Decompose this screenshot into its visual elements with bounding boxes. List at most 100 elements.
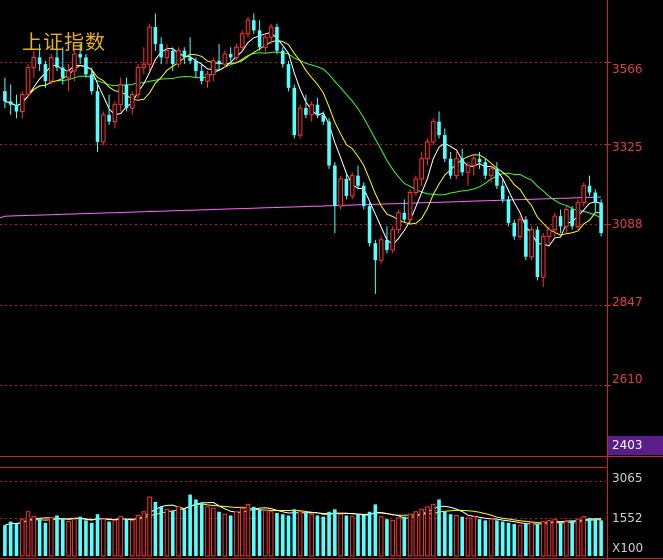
candle-body xyxy=(512,222,517,237)
volume-bar xyxy=(529,522,534,557)
candle xyxy=(321,111,326,125)
candle-body xyxy=(517,219,523,237)
candle-body xyxy=(48,56,54,82)
candle xyxy=(517,216,523,240)
volume-bar xyxy=(228,515,233,556)
candle-body xyxy=(164,50,170,58)
candle-body xyxy=(471,158,477,167)
candle-body xyxy=(176,50,181,65)
candle xyxy=(443,128,447,163)
candle xyxy=(430,118,436,146)
candle xyxy=(581,182,587,207)
volume-bar xyxy=(552,518,558,557)
candle-body xyxy=(182,50,187,58)
ma20-line xyxy=(4,51,602,219)
candle-body xyxy=(66,70,71,79)
candle-body xyxy=(327,121,331,166)
volume-bar xyxy=(321,516,326,556)
candle xyxy=(14,94,19,119)
moving-average-lines xyxy=(0,31,602,247)
candle-body xyxy=(129,94,135,109)
candle-body xyxy=(245,19,251,35)
candle xyxy=(304,94,308,119)
candle-body xyxy=(546,229,552,237)
volume-bar xyxy=(593,519,598,556)
candle xyxy=(89,67,94,95)
ma5-line xyxy=(4,31,602,247)
volume-bar xyxy=(327,511,331,556)
candle-body xyxy=(495,168,499,186)
volume-bar xyxy=(524,524,528,556)
candle-body xyxy=(8,101,13,105)
candle-body xyxy=(333,165,337,207)
volume-bar xyxy=(129,519,135,557)
volume-bar xyxy=(268,511,274,557)
volume-bar xyxy=(135,514,141,557)
candle xyxy=(112,101,118,129)
candle xyxy=(159,37,163,65)
candle xyxy=(524,216,528,261)
candle xyxy=(437,111,441,139)
volume-bar xyxy=(205,506,210,557)
candle xyxy=(315,97,320,119)
candle xyxy=(268,23,274,44)
candle-body xyxy=(413,178,419,194)
candle xyxy=(170,47,175,71)
candle-body xyxy=(153,27,158,44)
candle xyxy=(55,43,59,71)
candle xyxy=(164,43,170,65)
candle-body xyxy=(60,67,65,78)
volume-bar xyxy=(210,507,216,557)
volume-bar xyxy=(483,520,488,556)
candle xyxy=(37,43,42,71)
candle-body xyxy=(443,135,447,159)
candle-body xyxy=(101,114,106,143)
candle xyxy=(373,239,378,294)
candle xyxy=(147,23,152,71)
volume-bar xyxy=(275,513,279,556)
volume-bar xyxy=(477,519,482,556)
volume-bar xyxy=(506,522,511,556)
volume-bar xyxy=(239,507,245,557)
volume-bar xyxy=(333,509,337,556)
volume-bar xyxy=(19,518,25,557)
candle xyxy=(367,202,372,247)
volume-bar xyxy=(495,520,499,556)
candle xyxy=(199,64,204,85)
candle-body xyxy=(286,64,291,88)
candle xyxy=(333,162,337,234)
volume-bar xyxy=(43,522,48,556)
volume-bar xyxy=(535,524,540,556)
candle-body xyxy=(315,104,320,115)
volume-bar xyxy=(118,516,123,557)
volume-bar xyxy=(454,514,459,557)
candle xyxy=(454,152,459,180)
candle-body xyxy=(465,165,471,173)
candle-body xyxy=(252,20,256,31)
candle-body xyxy=(454,158,459,177)
volume-bar xyxy=(500,521,505,556)
candle-body xyxy=(222,53,228,65)
volume-bar xyxy=(182,509,187,556)
volume-bar xyxy=(14,524,19,556)
volume-bar xyxy=(315,515,320,556)
candle xyxy=(540,233,546,288)
candle xyxy=(465,162,471,186)
volume-bar xyxy=(471,516,477,557)
candle-body xyxy=(19,94,25,112)
candle-body xyxy=(529,229,534,258)
volume-bar xyxy=(280,514,285,556)
candle-body xyxy=(570,209,574,227)
candle xyxy=(356,165,360,190)
candle xyxy=(292,84,297,139)
volume-moving-average-lines xyxy=(4,501,602,526)
volume-bar xyxy=(309,513,314,557)
candle xyxy=(390,226,396,254)
volume-bar xyxy=(78,516,82,556)
candle xyxy=(129,91,135,115)
candle-body xyxy=(500,185,505,200)
volume-bar xyxy=(540,521,546,557)
volume-bar xyxy=(222,513,228,557)
volume-bar xyxy=(286,515,291,556)
